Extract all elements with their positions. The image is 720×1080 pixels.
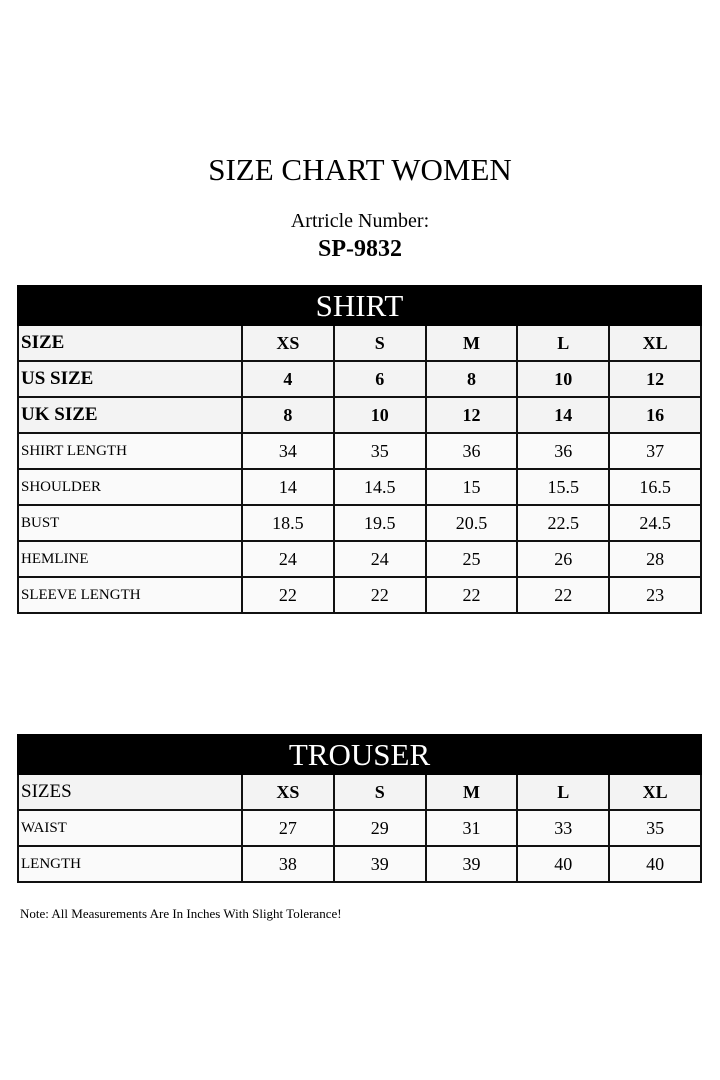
table-row: BUST 18.5 19.5 20.5 22.5 24.5 bbox=[17, 504, 702, 542]
table-cell: L bbox=[516, 324, 611, 362]
article-number: SP-9832 bbox=[318, 236, 402, 262]
table-cell: 6 bbox=[332, 360, 427, 398]
article-label: Artricle Number: bbox=[290, 210, 430, 232]
table-cell: 10 bbox=[516, 360, 611, 398]
table-cell: XS bbox=[241, 773, 335, 811]
table-cell: 31 bbox=[424, 809, 519, 847]
table-cell: 24.5 bbox=[608, 504, 702, 542]
table-cell: 23 bbox=[608, 576, 702, 614]
table-row: SHIRT LENGTH 34 35 36 36 37 bbox=[17, 432, 702, 470]
table-cell: 16.5 bbox=[608, 468, 702, 506]
table-cell: 37 bbox=[608, 432, 702, 470]
table-cell: 28 bbox=[608, 540, 702, 578]
table-cell: 14 bbox=[241, 468, 335, 506]
table-cell: 24 bbox=[241, 540, 335, 578]
table-cell: 35 bbox=[608, 809, 702, 847]
table-row: HEMLINE 24 24 25 26 28 bbox=[17, 540, 702, 578]
table-cell: 22 bbox=[516, 576, 611, 614]
shirt-size-table: SHIRT SIZE XS S M L XL US SIZE 4 6 8 10 12 UK SIZE 8 1… bbox=[17, 285, 702, 614]
table-cell: 34 bbox=[241, 432, 335, 470]
table-cell: 33 bbox=[516, 809, 611, 847]
row-label: US SIZE bbox=[17, 360, 243, 398]
row-label: SLEEVE LENGTH bbox=[17, 576, 243, 614]
table-cell: XL bbox=[608, 773, 702, 811]
trouser-size-table: TROUSER SIZES XS S M L XL WAIST 27 29 31 33 35 LENGT… bbox=[17, 734, 702, 883]
table-cell: 14 bbox=[516, 396, 611, 434]
table-cell: XL bbox=[608, 324, 702, 362]
row-label: UK SIZE bbox=[17, 396, 243, 434]
table-cell: 29 bbox=[332, 809, 427, 847]
table-cell: M bbox=[424, 324, 519, 362]
table-cell: M bbox=[424, 773, 519, 811]
shirt-heading: SHIRT bbox=[17, 285, 702, 326]
table-cell: 25 bbox=[424, 540, 519, 578]
table-cell: 10 bbox=[332, 396, 427, 434]
table-cell: 20.5 bbox=[424, 504, 519, 542]
table-cell: 19.5 bbox=[332, 504, 427, 542]
measurement-note: Note: All Measurements Are In Inches Wit… bbox=[20, 906, 342, 921]
table-cell: XS bbox=[241, 324, 335, 362]
row-label: SHIRT LENGTH bbox=[17, 432, 243, 470]
table-cell: 22.5 bbox=[516, 504, 611, 542]
table-cell: S bbox=[332, 773, 427, 811]
table-row: SHOULDER 14 14.5 15 15.5 16.5 bbox=[17, 468, 702, 506]
table-cell: 4 bbox=[241, 360, 335, 398]
row-label: SIZE bbox=[17, 324, 243, 362]
table-cell: 15.5 bbox=[516, 468, 611, 506]
table-row: US SIZE 4 6 8 10 12 bbox=[17, 360, 702, 398]
table-cell: L bbox=[516, 773, 611, 811]
table-cell: 22 bbox=[241, 576, 335, 614]
table-cell: 35 bbox=[332, 432, 427, 470]
table-row: LENGTH 38 39 39 40 40 bbox=[17, 845, 702, 883]
table-cell: 18.5 bbox=[241, 504, 335, 542]
table-row: WAIST 27 29 31 33 35 bbox=[17, 809, 702, 847]
row-label: SHOULDER bbox=[17, 468, 243, 506]
table-cell: 24 bbox=[332, 540, 427, 578]
table-cell: 40 bbox=[608, 845, 702, 883]
table-cell: 22 bbox=[332, 576, 427, 614]
table-cell: 27 bbox=[241, 809, 335, 847]
trouser-heading: TROUSER bbox=[17, 734, 702, 775]
table-row: SLEEVE LENGTH 22 22 22 22 23 bbox=[17, 576, 702, 614]
table-cell: 15 bbox=[424, 468, 519, 506]
table-cell: 14.5 bbox=[332, 468, 427, 506]
row-label: SIZES bbox=[17, 773, 243, 811]
table-cell: 26 bbox=[516, 540, 611, 578]
page-title: SIZE CHART WOMEN bbox=[208, 152, 512, 187]
row-label: LENGTH bbox=[17, 845, 243, 883]
table-cell: 16 bbox=[608, 396, 702, 434]
table-cell: 8 bbox=[424, 360, 519, 398]
table-cell: 12 bbox=[608, 360, 702, 398]
table-row: UK SIZE 8 10 12 14 16 bbox=[17, 396, 702, 434]
table-cell: 22 bbox=[424, 576, 519, 614]
table-cell: 39 bbox=[424, 845, 519, 883]
table-cell: 36 bbox=[516, 432, 611, 470]
row-label: WAIST bbox=[17, 809, 243, 847]
table-cell: S bbox=[332, 324, 427, 362]
table-cell: 39 bbox=[332, 845, 427, 883]
table-cell: 40 bbox=[516, 845, 611, 883]
row-label: HEMLINE bbox=[17, 540, 243, 578]
table-row: SIZE XS S M L XL bbox=[17, 324, 702, 362]
table-cell: 38 bbox=[241, 845, 335, 883]
row-label: BUST bbox=[17, 504, 243, 542]
table-cell: 36 bbox=[424, 432, 519, 470]
table-cell: 12 bbox=[424, 396, 519, 434]
table-row: SIZES XS S M L XL bbox=[17, 773, 702, 811]
table-cell: 8 bbox=[241, 396, 335, 434]
